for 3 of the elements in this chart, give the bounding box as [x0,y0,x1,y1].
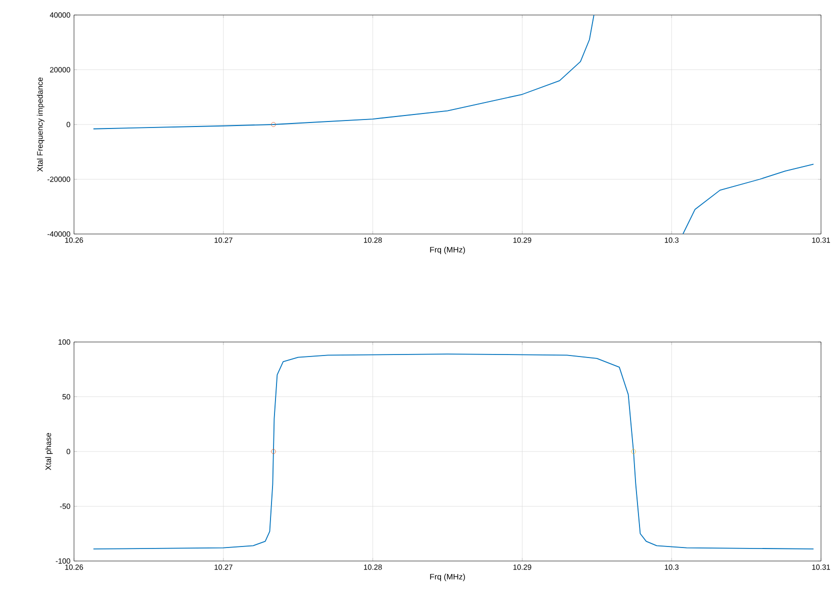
line-series [92,354,814,550]
line-series [92,15,594,130]
line-series [682,164,814,234]
